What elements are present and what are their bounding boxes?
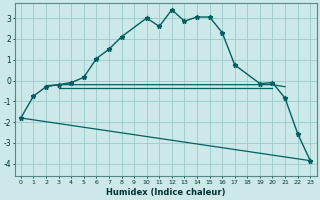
X-axis label: Humidex (Indice chaleur): Humidex (Indice chaleur)	[106, 188, 225, 197]
